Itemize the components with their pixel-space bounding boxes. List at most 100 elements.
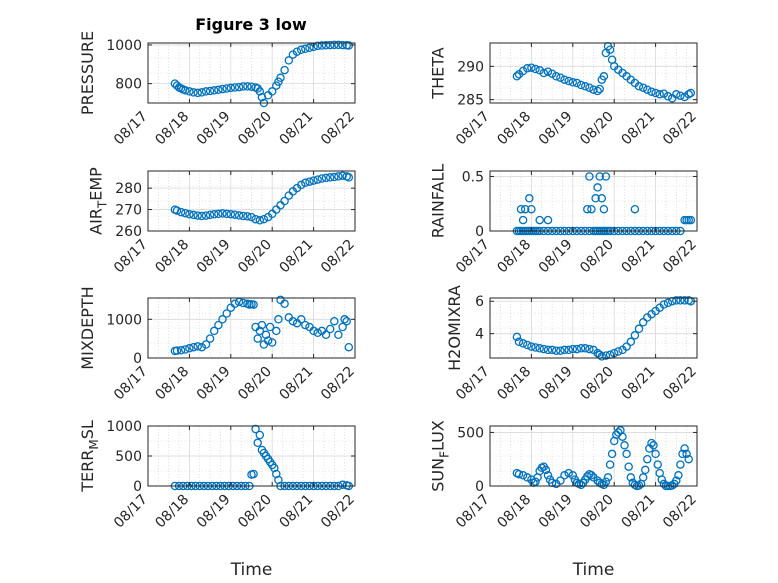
data-point <box>253 334 262 343</box>
data-point <box>209 326 219 336</box>
data-point <box>338 480 347 490</box>
y-tick-label: 4 <box>475 327 484 343</box>
y-tick-label: 500 <box>115 449 142 465</box>
data-point <box>214 85 223 95</box>
data-point <box>338 40 347 50</box>
data-point <box>638 83 648 92</box>
data-point <box>682 449 691 459</box>
data-point <box>541 465 551 475</box>
data-point <box>201 211 211 220</box>
x-tick-label: 08/18 <box>494 237 534 277</box>
data-point <box>643 454 652 464</box>
data-point <box>193 211 202 220</box>
data-point <box>630 204 640 214</box>
data-point <box>597 194 607 203</box>
x-tick-label: 08/22 <box>660 364 700 404</box>
data-point <box>317 41 327 50</box>
data-point <box>634 324 644 334</box>
data-point <box>551 346 561 355</box>
data-point <box>222 84 231 93</box>
data-point <box>267 338 277 347</box>
data-point <box>684 454 693 464</box>
minor-grid <box>490 43 697 103</box>
y-tick-label: 500 <box>457 425 484 441</box>
data-point <box>205 86 215 96</box>
data-point <box>189 210 198 220</box>
data-point <box>512 72 522 81</box>
y-axis-label: MIXDEPTH <box>78 286 97 369</box>
grid-lines <box>148 171 355 231</box>
x-tick-label: 08/17 <box>111 492 151 532</box>
data-point <box>572 78 582 88</box>
data-point <box>267 87 277 96</box>
data-point <box>638 318 648 327</box>
data-point <box>305 43 314 53</box>
data-point <box>209 210 219 219</box>
data-point <box>680 444 689 453</box>
data-point <box>589 85 598 94</box>
data-point <box>197 342 207 352</box>
x-tick-label: 08/20 <box>577 109 617 149</box>
data-point <box>618 432 627 441</box>
data-point <box>288 316 298 326</box>
x-tick-label: 08/20 <box>235 492 275 532</box>
x-axis-label: Time <box>572 560 615 580</box>
data-point <box>543 67 553 76</box>
x-tick-label: 08/22 <box>318 237 358 277</box>
data-point <box>585 83 594 92</box>
data-point <box>676 460 685 469</box>
data-point <box>663 298 673 308</box>
x-tick-label: 08/20 <box>577 364 617 404</box>
data-point <box>676 296 685 305</box>
y-tick-label: 0 <box>475 224 484 240</box>
data-point <box>234 82 244 92</box>
data-point <box>325 173 335 182</box>
data-point <box>301 178 310 188</box>
data-point <box>209 86 219 95</box>
data-point <box>172 346 182 355</box>
data-point <box>643 85 652 94</box>
x-tick-label: 08/21 <box>277 492 317 532</box>
data-point <box>272 205 281 214</box>
data-point <box>321 173 331 183</box>
data-point <box>543 215 553 225</box>
data-point <box>587 471 596 480</box>
data-point <box>580 82 590 91</box>
y-tick-label: 0 <box>133 479 142 495</box>
x-tick-label: 08/21 <box>619 364 659 404</box>
data-point <box>630 331 640 340</box>
data-point <box>634 82 644 91</box>
panel-rainfall: 0 0.5 08/17 08/18 08/19 08/20 08/21 08/22 RAINFA… <box>428 164 699 277</box>
x-tick-label: 08/18 <box>152 492 192 532</box>
data-point <box>342 316 351 326</box>
data-point <box>344 173 354 182</box>
data-point <box>518 66 528 76</box>
data-point <box>605 45 615 54</box>
x-tick-label: 08/21 <box>277 109 317 149</box>
data-point <box>255 326 265 336</box>
data-point <box>214 209 223 219</box>
data-point <box>614 347 623 356</box>
data-point <box>176 207 186 217</box>
y-tick-label: 290 <box>457 59 484 75</box>
data-point <box>560 471 569 480</box>
data-point <box>201 87 211 96</box>
data-point <box>649 441 658 450</box>
panel-air-temp: 260 270 280 08/17 08/18 08/19 08/20 08/21 08/22 A… <box>86 167 357 277</box>
data-point <box>334 330 343 340</box>
data-point <box>321 330 331 340</box>
y-axis-label: AIRTEMP <box>86 167 109 235</box>
data-point <box>512 332 522 342</box>
data-point <box>280 196 289 206</box>
data-point <box>599 204 609 214</box>
y-tick-label: 6 <box>475 294 484 310</box>
data-point <box>583 204 592 214</box>
data-point <box>325 324 335 334</box>
data-point <box>518 215 528 225</box>
data-point <box>253 438 262 448</box>
data-point <box>543 345 553 355</box>
data-point <box>585 172 594 181</box>
data-point <box>587 204 596 214</box>
data-point <box>193 88 202 98</box>
